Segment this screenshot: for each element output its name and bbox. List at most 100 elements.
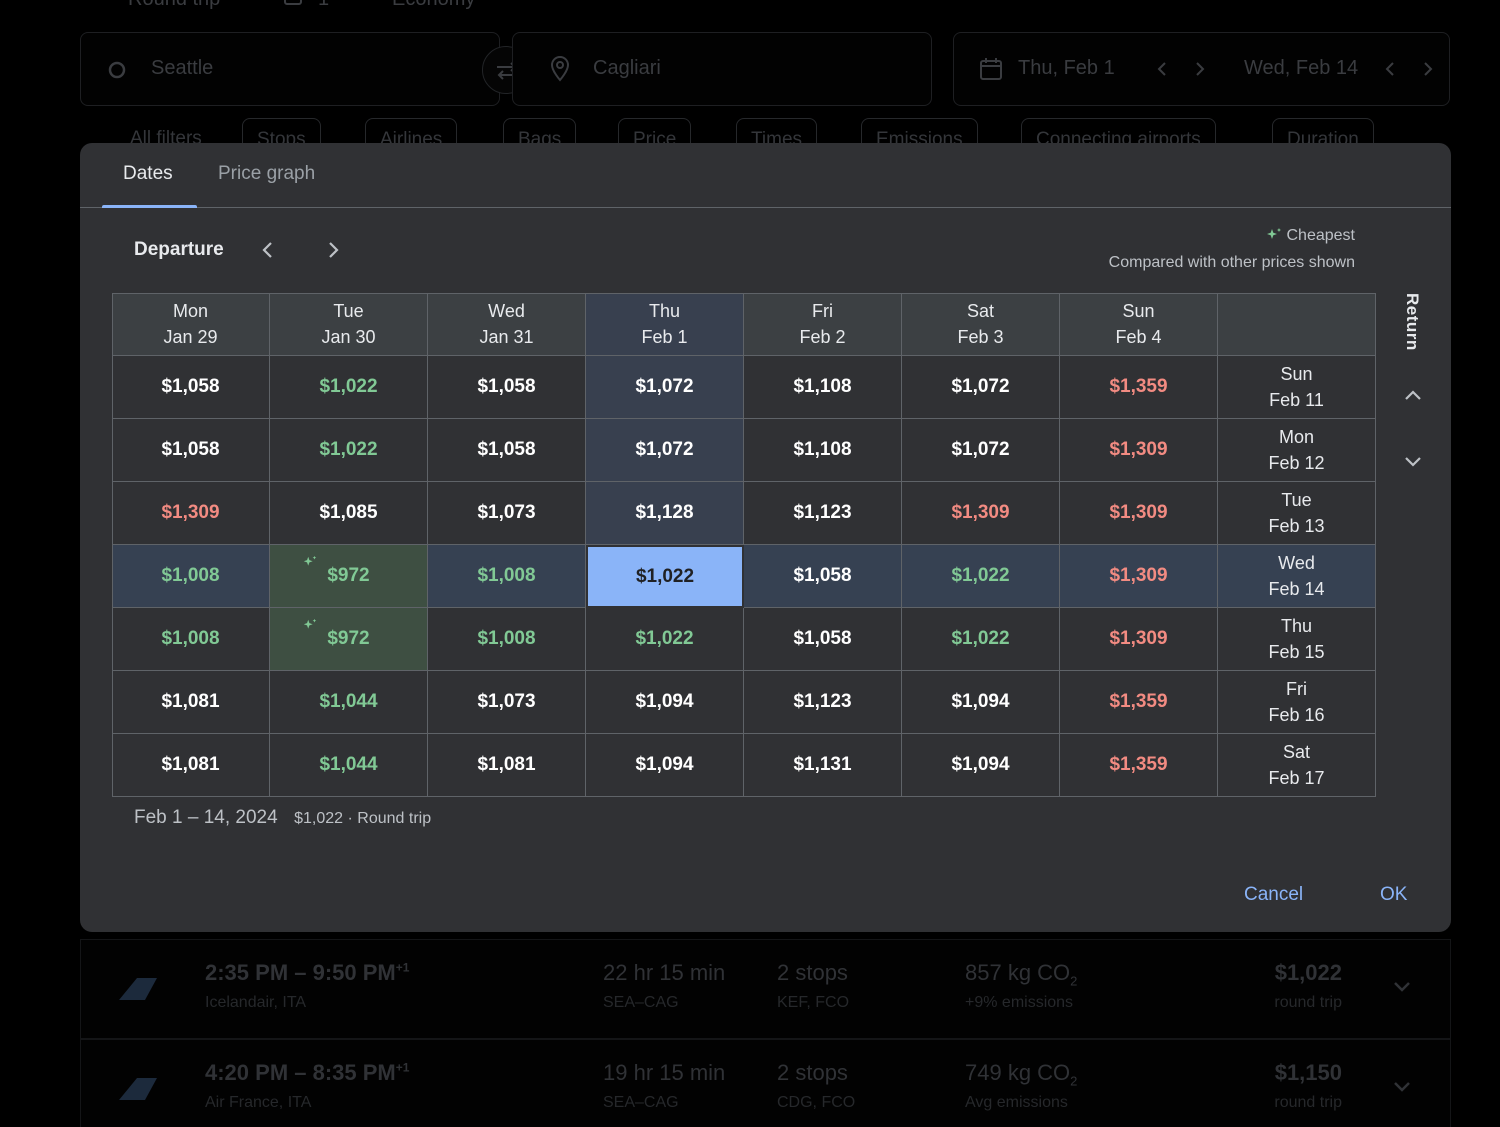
departure-header-day: Sun [1122, 301, 1155, 321]
cancel-button[interactable]: Cancel [1244, 884, 1304, 905]
price-cell[interactable]: $1,359 [1060, 671, 1218, 734]
departure-prev-icon[interactable] [256, 238, 280, 262]
price-cell[interactable]: $1,058 [112, 356, 270, 419]
return-date-label[interactable]: Thu Feb 15 [1218, 608, 1376, 671]
passenger-count[interactable]: 1 [318, 0, 329, 11]
price-cell[interactable]: $1,309 [1060, 419, 1218, 482]
price-cell[interactable]: $1,309 [112, 482, 270, 545]
return-date-label[interactable]: Sat Feb 17 [1218, 734, 1376, 797]
price-cell[interactable]: $1,094 [902, 734, 1060, 797]
departure-date-header[interactable]: Sun Feb 4 [1060, 293, 1218, 356]
return-date-label[interactable]: Wed Feb 14 [1218, 545, 1376, 608]
cheapest-legend-label: Cheapest [1286, 227, 1356, 244]
price-cell[interactable]: $1,131 [744, 734, 902, 797]
price-cell[interactable]: $972 [270, 608, 428, 671]
return-next-icon[interactable] [1418, 59, 1438, 79]
price-cell[interactable]: $1,072 [586, 419, 744, 482]
price-cell[interactable]: $1,108 [744, 419, 902, 482]
price-cell[interactable]: $1,128 [586, 482, 744, 545]
price-cell[interactable]: $1,058 [744, 545, 902, 608]
flight-result-row[interactable]: 2:35 PM – 9:50 PM+1 Icelandair, ITA 22 h… [80, 939, 1451, 1039]
departure-date-header[interactable]: Tue Jan 30 [270, 293, 428, 356]
cheapest-legend: Cheapest Compared with other prices show… [1109, 227, 1355, 272]
price-cell[interactable]: $1,359 [1060, 734, 1218, 797]
price-cell[interactable]: $1,072 [586, 356, 744, 419]
price-cell[interactable]: $1,022 [902, 608, 1060, 671]
tab-price-graph[interactable]: Price graph [218, 163, 316, 184]
price-cell[interactable]: $1,072 [902, 356, 1060, 419]
price-cell[interactable]: $1,073 [428, 482, 586, 545]
price-cell[interactable]: $1,008 [428, 608, 586, 671]
price-cell[interactable]: $1,085 [270, 482, 428, 545]
price-cell[interactable]: $1,108 [744, 356, 902, 419]
return-date-label[interactable]: Fri Feb 16 [1218, 671, 1376, 734]
date-grid-dialog: Dates Price graph Departure Cheapest Com… [80, 143, 1451, 932]
return-next-icon[interactable] [1401, 449, 1425, 473]
price-cell[interactable]: $1,123 [744, 482, 902, 545]
depart-next-icon[interactable] [1190, 59, 1210, 79]
price-cell[interactable]: $1,044 [270, 734, 428, 797]
return-date-label[interactable]: Tue Feb 13 [1218, 482, 1376, 545]
flight-via: KEF, FCO [777, 994, 850, 1011]
cabin-class[interactable]: Economy [392, 0, 475, 11]
price-cell[interactable]: $1,081 [428, 734, 586, 797]
price-cell[interactable]: $1,058 [428, 356, 586, 419]
price-cell[interactable]: $1,081 [112, 671, 270, 734]
departure-header-day: Thu [648, 301, 681, 321]
price-cell[interactable]: $1,022 [586, 545, 744, 608]
departure-date-header[interactable]: Thu Feb 1 [586, 293, 744, 356]
price-cell[interactable]: $1,058 [744, 608, 902, 671]
departure-header-date: Jan 30 [321, 327, 376, 347]
departure-date-header[interactable]: Fri Feb 2 [744, 293, 902, 356]
return-prev-icon[interactable] [1380, 59, 1400, 79]
date-field[interactable]: Thu, Feb 1 Wed, Feb 14 [953, 32, 1450, 106]
price-cell[interactable]: $1,094 [586, 734, 744, 797]
flight-price: $1,150 [1274, 1060, 1342, 1085]
departure-date-header[interactable]: Mon Jan 29 [112, 293, 270, 356]
location-pin-icon [550, 55, 570, 82]
price-cell[interactable]: $1,359 [1060, 356, 1218, 419]
price-cell[interactable]: $1,309 [902, 482, 1060, 545]
return-row-date: Feb 12 [1268, 453, 1325, 473]
price-cell[interactable]: $1,094 [902, 671, 1060, 734]
price-cell[interactable]: $1,309 [1060, 608, 1218, 671]
trip-type[interactable]: Round trip [128, 0, 220, 11]
chevron-down-icon[interactable] [1390, 974, 1414, 998]
price-cell[interactable]: $1,123 [744, 671, 902, 734]
price-cell[interactable]: $1,094 [586, 671, 744, 734]
round-trip-icon [92, 0, 118, 8]
price-cell[interactable]: $1,022 [270, 356, 428, 419]
depart-prev-icon[interactable] [1152, 59, 1172, 79]
destination-field[interactable]: Cagliari [512, 32, 932, 106]
return-date-label[interactable]: Sun Feb 11 [1218, 356, 1376, 419]
chevron-down-icon[interactable] [1390, 1074, 1414, 1098]
price-cell[interactable]: $1,008 [112, 545, 270, 608]
active-tab-indicator [102, 205, 197, 208]
flight-result-row[interactable]: 4:20 PM – 8:35 PM+1 Air France, ITA 19 h… [80, 1039, 1451, 1127]
price-cell[interactable]: $1,081 [112, 734, 270, 797]
return-date-label[interactable]: Mon Feb 12 [1218, 419, 1376, 482]
origin-field[interactable]: Seattle [80, 32, 500, 106]
flight-next-day: +1 [395, 960, 410, 975]
price-cell[interactable]: $1,058 [112, 419, 270, 482]
price-cell[interactable]: $1,309 [1060, 545, 1218, 608]
return-prev-icon[interactable] [1401, 384, 1425, 408]
price-cell[interactable]: $972 [270, 545, 428, 608]
price-cell[interactable]: $1,072 [902, 419, 1060, 482]
price-cell[interactable]: $1,022 [586, 608, 744, 671]
price-cell[interactable]: $1,058 [428, 419, 586, 482]
price-cell[interactable]: $1,022 [902, 545, 1060, 608]
tab-dates[interactable]: Dates [123, 163, 173, 184]
price-cell[interactable]: $1,008 [112, 608, 270, 671]
departure-date-header[interactable]: Wed Jan 31 [428, 293, 586, 356]
departure-next-icon[interactable] [321, 238, 345, 262]
ok-button[interactable]: OK [1380, 884, 1408, 905]
airline-logo-icon [119, 1078, 157, 1100]
price-cell[interactable]: $1,073 [428, 671, 586, 734]
price-cell[interactable]: $1,309 [1060, 482, 1218, 545]
price-cell[interactable]: $1,044 [270, 671, 428, 734]
price-cell[interactable]: $1,022 [270, 419, 428, 482]
depart-date-value: Thu, Feb 1 [1018, 57, 1115, 79]
price-cell[interactable]: $1,008 [428, 545, 586, 608]
departure-date-header[interactable]: Sat Feb 3 [902, 293, 1060, 356]
